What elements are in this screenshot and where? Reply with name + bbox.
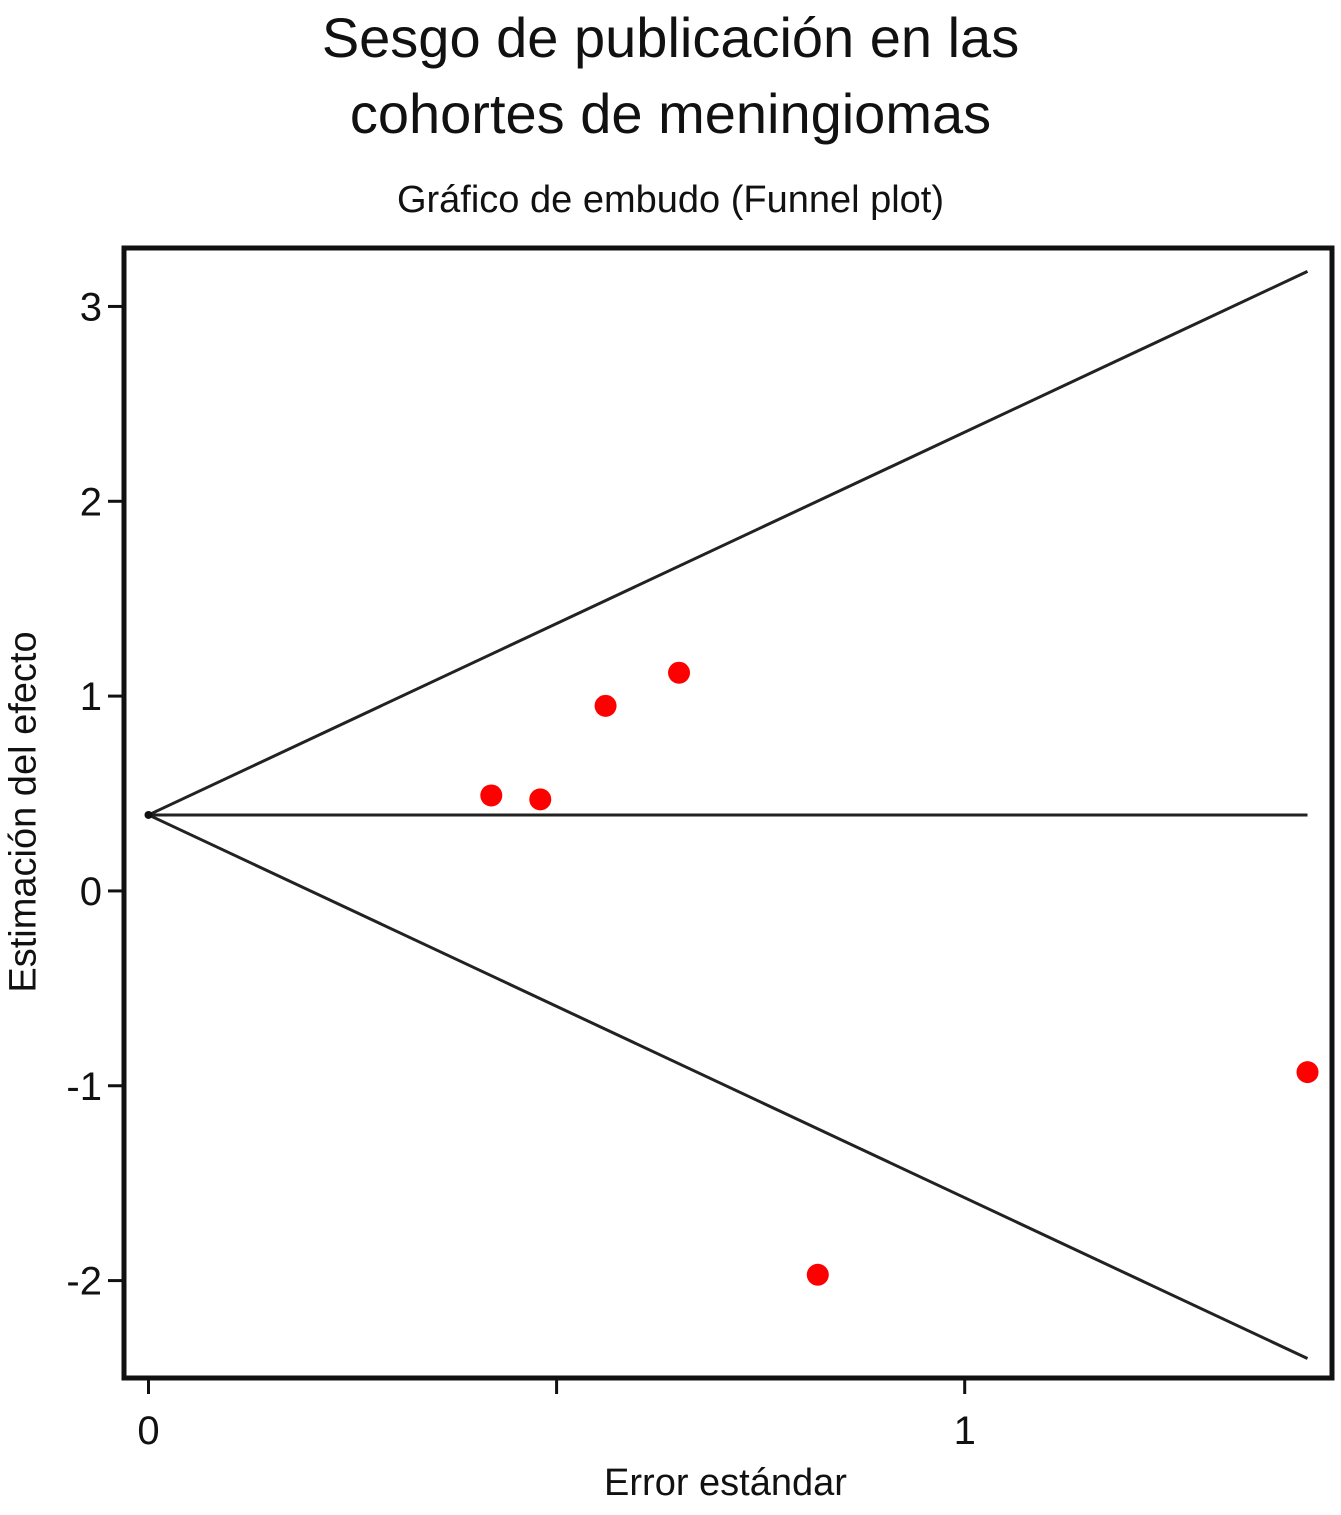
y-tick-label: 1 [80,675,102,719]
x-axis-label: Error estándar [604,1462,847,1504]
study-point [806,1263,829,1286]
x-tick-label: 0 [137,1409,159,1453]
funnel-upper-line [147,270,1309,817]
y-tick-label: 2 [80,480,102,524]
y-tick-label: -1 [66,1065,102,1109]
plot-frame [121,245,1335,1381]
chart-title-line-1: Sesgo de publicación en las [321,6,1020,69]
y-tick-label: 0 [80,870,102,914]
study-point [480,784,503,807]
chart-subtitle: Gráfico de embudo (Funnel plot) [396,179,945,221]
study-point [1296,1061,1319,1084]
funnel-apex-point [144,810,153,819]
chart-title-line-2: cohortes de meningiomas [349,82,992,145]
study-point [668,661,691,684]
y-tick-label: 3 [80,285,102,329]
funnel-lower-line [147,813,1309,1360]
y-tick-label: -2 [66,1260,102,1304]
study-point [594,694,617,717]
chart-title: Sesgo de publicación en las cohortes de … [0,0,1341,152]
study-point [529,788,552,811]
x-tick-label: 1 [954,1409,976,1453]
